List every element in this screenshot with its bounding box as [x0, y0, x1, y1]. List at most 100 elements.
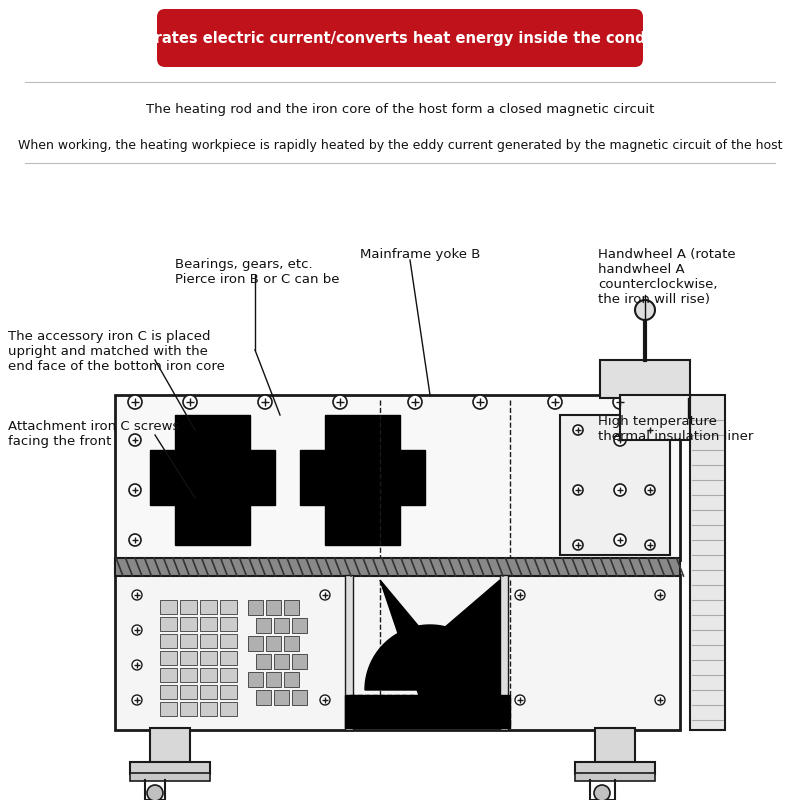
Bar: [160, 634, 177, 648]
Bar: [200, 600, 217, 614]
Bar: [600, 360, 690, 398]
Circle shape: [183, 395, 197, 409]
Circle shape: [258, 395, 272, 409]
Circle shape: [573, 485, 583, 495]
Bar: [150, 450, 275, 505]
Text: The accessory iron C is placed
upright and matched with the
end face of the bott: The accessory iron C is placed upright a…: [8, 330, 225, 373]
Bar: [180, 600, 197, 614]
Bar: [266, 672, 281, 687]
Bar: [345, 575, 353, 730]
Bar: [220, 651, 237, 665]
Circle shape: [515, 590, 525, 600]
Bar: [220, 600, 237, 614]
FancyBboxPatch shape: [157, 9, 643, 67]
Bar: [266, 636, 281, 651]
Text: High temperature
thermal insulation liner: High temperature thermal insulation line…: [598, 415, 754, 443]
Bar: [256, 690, 271, 705]
Bar: [180, 651, 197, 665]
Text: The heating rod and the iron core of the host form a closed magnetic circuit: The heating rod and the iron core of the…: [146, 103, 654, 117]
Bar: [220, 668, 237, 682]
Circle shape: [573, 540, 583, 550]
Polygon shape: [345, 695, 510, 728]
Bar: [284, 600, 299, 615]
Circle shape: [147, 785, 163, 800]
Bar: [180, 702, 197, 716]
Bar: [160, 668, 177, 682]
Bar: [180, 634, 197, 648]
Circle shape: [132, 695, 142, 705]
Circle shape: [473, 395, 487, 409]
Bar: [284, 672, 299, 687]
Bar: [130, 773, 210, 781]
Bar: [220, 634, 237, 648]
Circle shape: [515, 695, 525, 705]
Bar: [130, 762, 210, 774]
Bar: [690, 395, 725, 730]
Circle shape: [645, 425, 655, 435]
Bar: [248, 600, 263, 615]
Circle shape: [573, 425, 583, 435]
Bar: [220, 617, 237, 631]
Polygon shape: [365, 625, 495, 690]
Text: Generates electric current/converts heat energy inside the conductor: Generates electric current/converts heat…: [111, 30, 689, 46]
Text: Handwheel A (rotate
handwheel A
counterclockwise,
the iron will rise): Handwheel A (rotate handwheel A counterc…: [598, 248, 736, 306]
Circle shape: [655, 590, 665, 600]
Bar: [575, 773, 655, 781]
Circle shape: [129, 434, 141, 446]
Bar: [560, 415, 670, 555]
Bar: [256, 654, 271, 669]
Bar: [115, 395, 680, 560]
Bar: [325, 415, 400, 545]
Circle shape: [129, 484, 141, 496]
Text: Mainframe yoke B: Mainframe yoke B: [360, 248, 480, 261]
Circle shape: [645, 540, 655, 550]
Text: Attachment iron C screws
facing the front: Attachment iron C screws facing the fron…: [8, 420, 179, 448]
Bar: [200, 617, 217, 631]
Bar: [575, 762, 655, 774]
Bar: [200, 702, 217, 716]
Circle shape: [655, 695, 665, 705]
Bar: [115, 558, 680, 576]
Circle shape: [614, 534, 626, 546]
Bar: [150, 728, 190, 763]
Bar: [200, 668, 217, 682]
Bar: [220, 685, 237, 699]
Bar: [620, 395, 690, 440]
Bar: [160, 651, 177, 665]
Circle shape: [408, 395, 422, 409]
Bar: [160, 685, 177, 699]
Bar: [180, 668, 197, 682]
Bar: [200, 634, 217, 648]
Bar: [160, 600, 177, 614]
Bar: [274, 690, 289, 705]
Bar: [248, 672, 263, 687]
Bar: [500, 575, 508, 730]
Circle shape: [594, 785, 610, 800]
Bar: [175, 415, 250, 545]
Circle shape: [128, 395, 142, 409]
Bar: [160, 702, 177, 716]
Circle shape: [132, 590, 142, 600]
Bar: [300, 450, 425, 505]
Bar: [180, 685, 197, 699]
Bar: [160, 617, 177, 631]
Bar: [292, 618, 307, 633]
Circle shape: [320, 695, 330, 705]
Bar: [180, 617, 197, 631]
Circle shape: [129, 534, 141, 546]
Bar: [292, 690, 307, 705]
Circle shape: [132, 625, 142, 635]
Bar: [274, 654, 289, 669]
Text: Bearings, gears, etc.
Pierce iron B or C can be: Bearings, gears, etc. Pierce iron B or C…: [175, 258, 339, 286]
Circle shape: [132, 660, 142, 670]
Bar: [595, 728, 635, 763]
Circle shape: [614, 484, 626, 496]
Circle shape: [645, 485, 655, 495]
Bar: [248, 636, 263, 651]
Text: When working, the heating workpiece is rapidly heated by the eddy current genera: When working, the heating workpiece is r…: [18, 138, 782, 151]
Bar: [220, 702, 237, 716]
Bar: [274, 618, 289, 633]
Bar: [292, 654, 307, 669]
Bar: [115, 575, 680, 730]
Bar: [284, 636, 299, 651]
